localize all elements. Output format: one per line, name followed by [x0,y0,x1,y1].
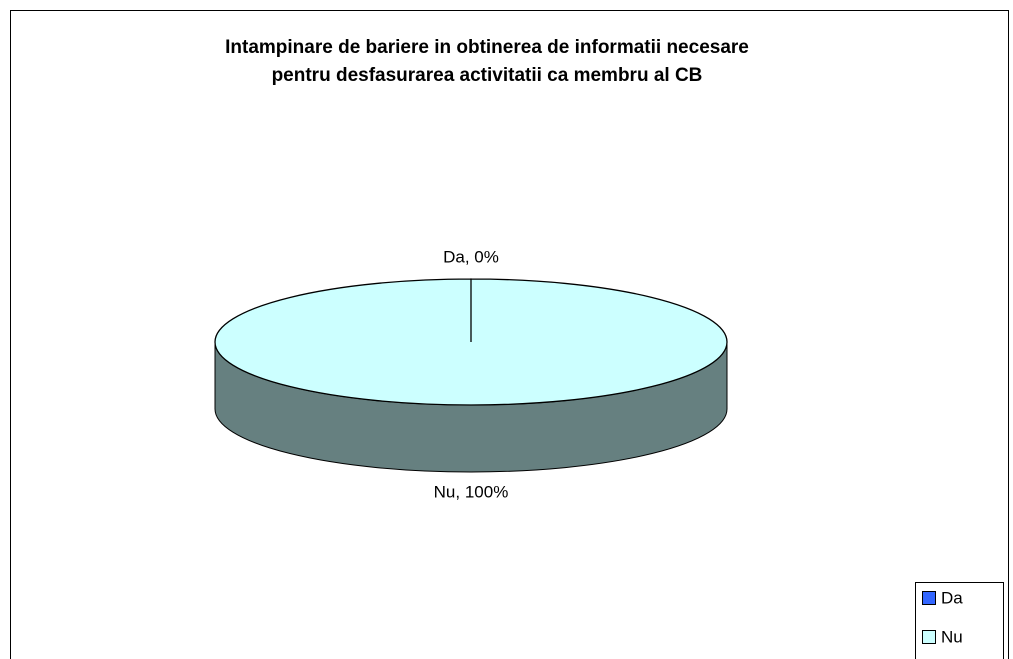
data-label: Nu, 100% [434,482,509,501]
legend-label: Da [941,588,963,607]
pie-slice [214,278,728,406]
data-label: Da, 0% [443,247,499,266]
legend-swatch [922,591,936,605]
legend-label: Nu [941,627,963,646]
legend-swatch [922,630,936,644]
chart-title: pentru desfasurarea activitatii ca membr… [272,65,703,86]
chart-title: Intampinare de bariere in obtinerea de i… [225,37,749,58]
chart-frame [10,10,1009,659]
